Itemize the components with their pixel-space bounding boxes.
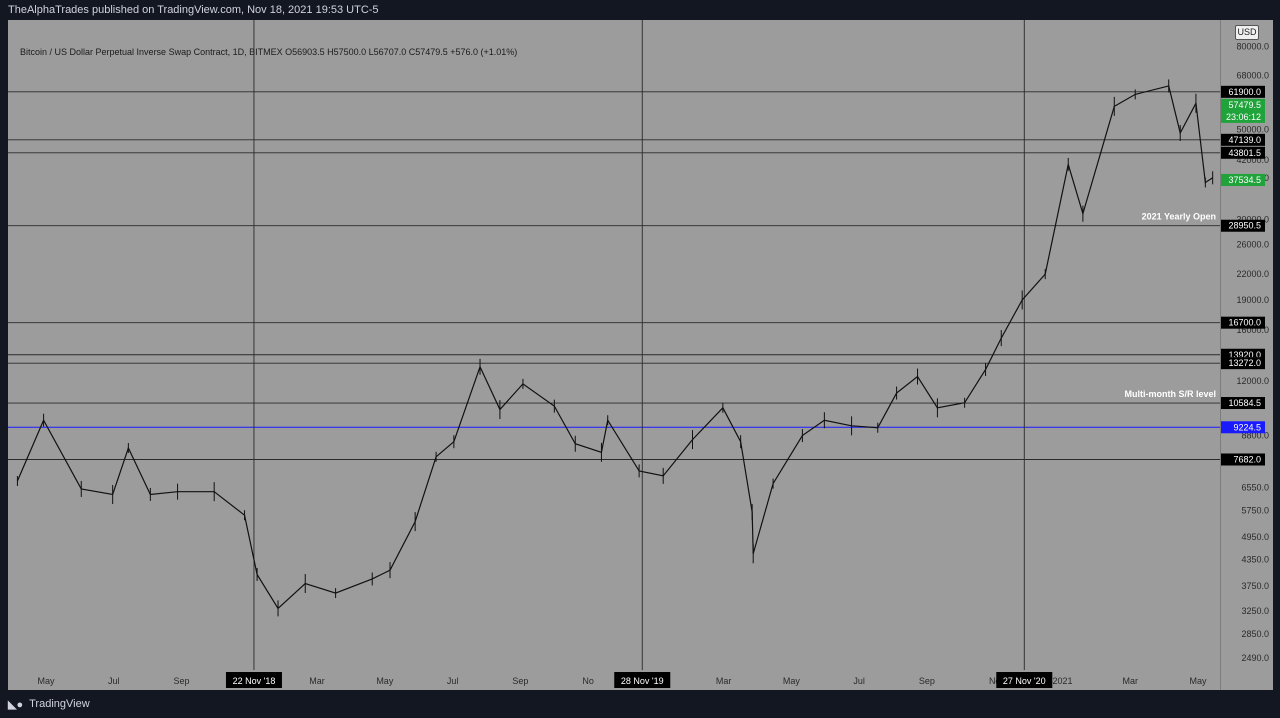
price-tick-label: 2850.0 [1241,629,1269,639]
time-tick-label: Mar [716,676,732,686]
price-tick-label: 5750.0 [1241,506,1269,516]
price-label-badge [1221,316,1265,329]
time-tick-label: Sep [512,676,528,686]
price-label-badge [1221,85,1265,98]
time-tick-label: No [989,676,1001,686]
price-label-badge [1221,98,1265,123]
price-tick-label: 4350.0 [1241,555,1269,565]
price-tick-label: 3750.0 [1241,581,1269,591]
price-tick-label: 3250.0 [1241,606,1269,616]
time-tick-label: May [376,676,394,686]
price-label-badge [1221,453,1265,466]
price-tick-label: 19000.0 [1236,295,1269,305]
price-label-badge [1221,146,1265,159]
time-tick-label: No [582,676,594,686]
price-tick-label: 80000.0 [1236,42,1269,52]
time-tick-label: May [1189,676,1207,686]
date-marker-text: 28 Nov '19 [621,676,664,686]
tradingview-logo-icon: ◣● [8,698,24,711]
price-label-text: 47139.0 [1228,135,1261,145]
publisher-header: TheAlphaTrades published on TradingView.… [0,0,1280,20]
price-axis-svg[interactable]: 80000.068000.050000.042000.038000.030000… [1221,20,1273,690]
footer-bar: ◣● TradingView [0,690,1280,718]
time-tick-label: May [37,676,55,686]
price-label-badge [1221,173,1265,186]
price-label-text: 16700.0 [1228,318,1261,328]
price-tick-label: 12000.0 [1236,376,1269,386]
price-tick-label: 30000.0 [1236,214,1269,224]
price-label-badge [1221,357,1265,370]
price-label-text: 61900.0 [1228,87,1261,97]
price-tick-label: 8800.0 [1241,431,1269,441]
price-axis[interactable]: 80000.068000.050000.042000.038000.030000… [1220,20,1273,690]
price-label-badge [1221,133,1265,146]
chart-annotation: Multi-month S/R level [1124,389,1216,399]
price-label-text: 10584.5 [1228,398,1261,408]
price-tick-label: 42000.0 [1236,155,1269,165]
price-label-text: 13920.0 [1228,350,1261,360]
time-tick-label: May [783,676,801,686]
price-series-line [16,85,1213,610]
price-label-text: 43801.5 [1228,148,1261,158]
price-tick-label: 50000.0 [1236,124,1269,134]
price-label-badge [1221,421,1265,434]
price-label-text: 57479.5 [1228,100,1261,110]
chart-annotation: 2021 Yearly Open [1142,212,1216,222]
time-tick-label: 2021 [1052,676,1072,686]
time-tick-label: Sep [919,676,935,686]
date-marker-badge [225,672,282,688]
time-tick-label: Jul [108,676,120,686]
published-text: TheAlphaTrades published on TradingView.… [8,4,379,16]
time-tick-label: Mar [1122,676,1138,686]
price-label-text: 7682.0 [1233,455,1261,465]
time-axis[interactable]: MayJulSep2019MarMayJulSepNo2020MarMayJul… [8,670,1220,690]
tradingview-brand[interactable]: TradingView [29,698,90,710]
time-tick-label: Jul [853,676,865,686]
time-tick-label: Jul [447,676,459,686]
price-label-text: 28950.5 [1228,221,1261,231]
price-label-text: 37534.5 [1228,175,1261,185]
price-tick-label: 16000.0 [1236,325,1269,335]
chart-pane[interactable]: 2021 Yearly Open Multi-month S/R level Bi… [8,20,1220,690]
date-marker-text: 27 Nov '20 [1003,676,1046,686]
currency-button[interactable]: USD [1235,25,1259,40]
time-tick-label: Sep [174,676,190,686]
price-tick-label: 4950.0 [1241,532,1269,542]
time-axis-svg[interactable]: MayJulSep2019MarMayJulSepNo2020MarMayJul… [8,670,1220,690]
price-label-badge [1221,219,1265,232]
symbol-legend: Bitcoin / US Dollar Perpetual Inverse Sw… [20,47,518,57]
price-chart[interactable]: 2021 Yearly Open Multi-month S/R level [8,20,1220,690]
time-tick-label: Mar [309,676,325,686]
price-tick-label: 68000.0 [1236,70,1269,80]
date-marker-badge [614,672,671,688]
price-tick-label: 22000.0 [1236,269,1269,279]
price-tick-label: 26000.0 [1236,240,1269,250]
price-label-text: 9224.5 [1233,422,1261,432]
price-label-badge [1221,397,1265,410]
price-tick-label: 2490.0 [1241,653,1269,663]
countdown-label-text: 23:06:12 [1226,112,1261,122]
price-label-text: 13272.0 [1228,358,1261,368]
date-marker-badge [996,672,1053,688]
date-marker-text: 22 Nov '18 [233,676,276,686]
price-tick-label: 6550.0 [1241,483,1269,493]
